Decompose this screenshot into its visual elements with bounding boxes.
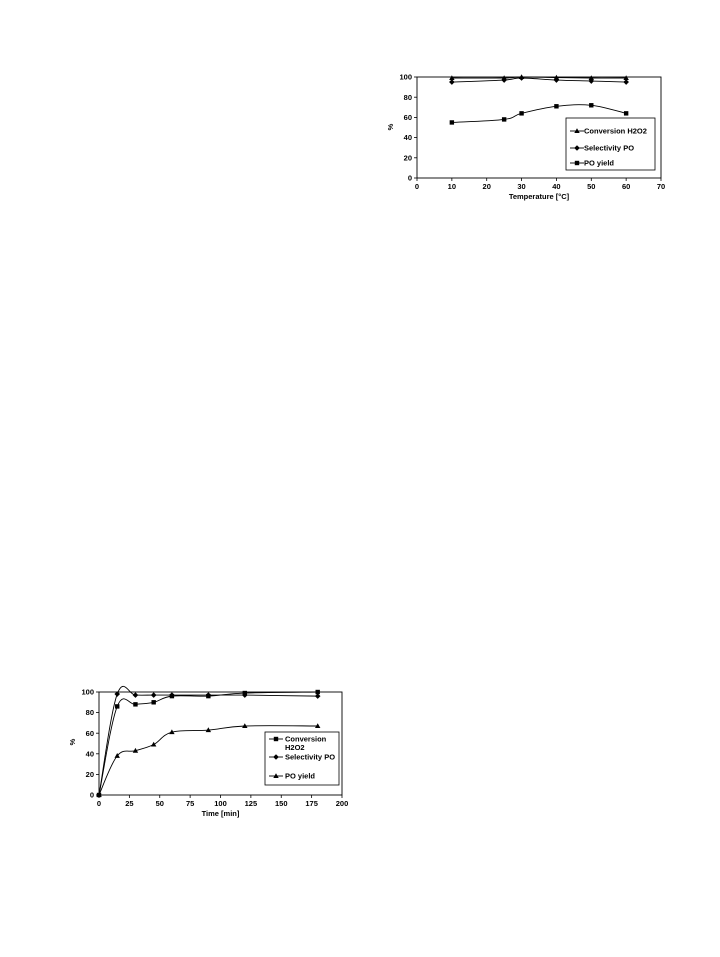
series-line (451, 104, 627, 123)
legend-label: Selectivity PO (285, 753, 335, 762)
data-point (115, 704, 120, 709)
chart-time: 0 20 40 60 80 100 0 25 50 75 100 125 150 175 200 Time [… (68, 685, 349, 818)
data-point (588, 75, 594, 81)
legend-marker (574, 145, 580, 151)
x-tick-label: 50 (587, 182, 595, 191)
y-tick-label: 60 (404, 113, 412, 122)
x-tick-label: 175 (305, 799, 318, 808)
series-line (451, 77, 627, 83)
series-2 (96, 723, 321, 797)
y-tick-label: 100 (81, 688, 94, 697)
data-point (518, 75, 525, 81)
legend: Conversion H2O2 Selectivity PO PO yield (565, 117, 656, 171)
data-point (114, 691, 121, 697)
data-point (449, 75, 455, 81)
x-tick-label: 10 (448, 182, 456, 191)
legend-box (565, 117, 656, 171)
data-point (553, 74, 560, 80)
chart-temperature: 0 20 40 60 80 100 0 10 20 30 40 50 60 70 Temperature [… (386, 73, 665, 201)
data-point (150, 741, 157, 747)
legend-label: H2O2 (285, 743, 305, 752)
x-tick-label: 60 (622, 182, 630, 191)
x-tick-label: 25 (125, 799, 133, 808)
legend-marker (574, 160, 580, 166)
data-point (242, 692, 248, 698)
x-tick-label: 100 (214, 799, 227, 808)
data-point (132, 747, 139, 753)
y-tick-label: 0 (90, 791, 94, 800)
data-point (501, 117, 507, 122)
x-axis-label: Time [min] (202, 809, 240, 818)
data-point (169, 729, 175, 735)
y-tick-label: 0 (408, 174, 412, 183)
y-tick-label: 80 (86, 708, 94, 717)
series-line (451, 76, 627, 79)
y-tick-label: 80 (404, 93, 412, 102)
data-point (205, 692, 212, 698)
series-2 (449, 103, 629, 125)
data-point (501, 77, 507, 83)
series-1 (449, 75, 629, 85)
legend-label: Conversion (285, 735, 327, 744)
series-1 (96, 685, 321, 798)
data-point (519, 111, 524, 116)
y-axis-label: % (386, 123, 395, 130)
y-axis-label: % (68, 738, 77, 745)
data-point (554, 104, 559, 109)
y-tick-label: 60 (86, 729, 94, 738)
x-tick-label: 0 (97, 799, 101, 808)
x-tick-label: 150 (275, 799, 288, 808)
x-tick-label: 20 (483, 182, 491, 191)
x-axis-label: Temperature [°C] (509, 192, 570, 201)
data-point (150, 692, 157, 698)
x-tick-label: 200 (336, 799, 349, 808)
x-tick-label: 70 (657, 182, 665, 191)
data-point (449, 120, 455, 125)
data-point (114, 753, 120, 758)
x-tick-label: 125 (245, 799, 258, 808)
data-point (314, 693, 321, 699)
data-point (553, 77, 560, 83)
y-tick-label: 100 (399, 73, 412, 82)
legend-label: PO yield (285, 772, 315, 781)
x-tick-label: 40 (552, 182, 560, 191)
data-point (315, 723, 321, 728)
x-tick-label: 30 (517, 182, 525, 191)
data-point (623, 75, 629, 81)
data-point (589, 103, 594, 108)
legend-label: Selectivity PO (584, 144, 634, 153)
y-tick-label: 40 (404, 133, 412, 142)
data-point (623, 111, 629, 116)
data-point (151, 700, 156, 705)
x-tick-label: 0 (415, 182, 419, 191)
y-tick-label: 20 (86, 770, 94, 779)
legend-marker (273, 736, 279, 742)
y-tick-label: 40 (86, 749, 94, 758)
data-point (242, 723, 248, 728)
legend-label: PO yield (584, 159, 614, 168)
data-point (132, 692, 139, 698)
data-point (96, 792, 102, 797)
data-point (588, 78, 595, 84)
legend-marker (273, 754, 279, 760)
data-point (449, 79, 455, 85)
legend-marker (273, 773, 279, 778)
y-tick-label: 20 (404, 153, 412, 162)
x-tick-label: 75 (186, 799, 194, 808)
data-point (315, 689, 320, 695)
data-point (623, 79, 629, 85)
data-point (133, 702, 138, 707)
data-point (169, 692, 175, 698)
legend-label: Conversion H2O2 (584, 127, 647, 136)
x-tick-label: 50 (156, 799, 164, 808)
data-point (205, 727, 212, 733)
legend-marker (574, 128, 580, 133)
